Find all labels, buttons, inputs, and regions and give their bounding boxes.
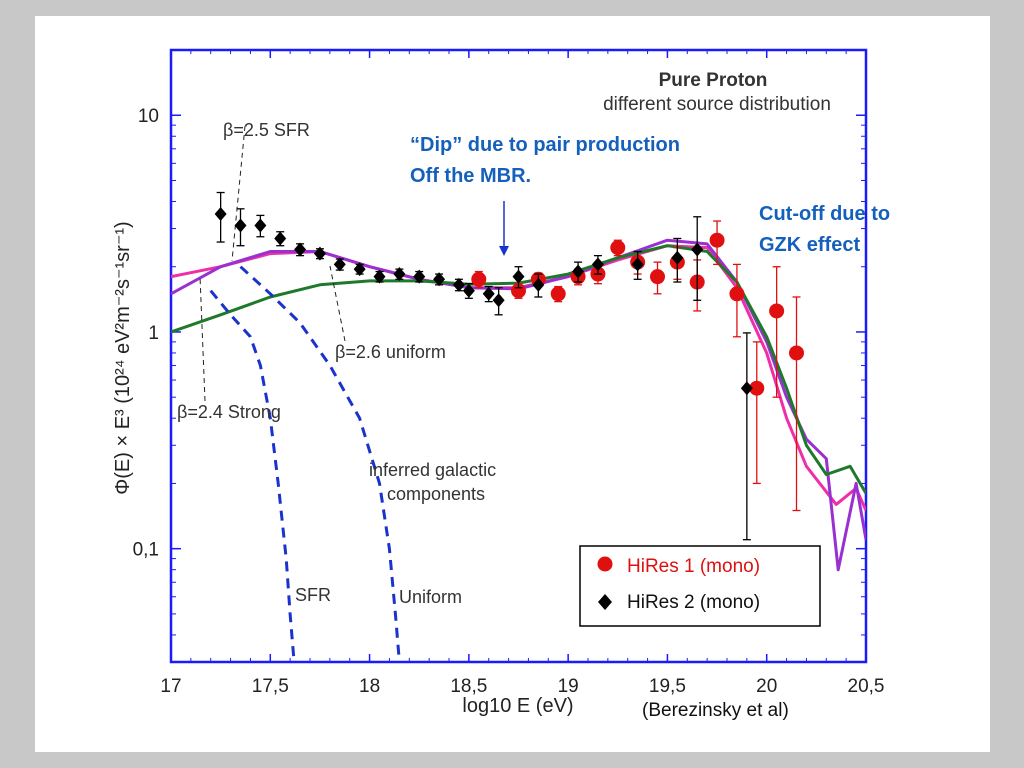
legend: HiRes 1 (mono) HiRes 2 (mono) <box>579 545 821 627</box>
gzk-note-line1: Cut-off due to <box>759 203 890 225</box>
dip-note-line1: “Dip” due to pair production <box>410 134 680 156</box>
hires1-point <box>471 271 487 287</box>
hires2-point <box>572 264 585 279</box>
label-beta-sfr: β=2.5 SFR <box>223 120 310 140</box>
hires2-point <box>691 242 704 257</box>
y-tick-label: 10 <box>138 106 159 127</box>
hires2-point <box>512 269 525 284</box>
legend-hires1-marker <box>597 556 613 572</box>
x-axis-label: log10 E (eV) <box>462 695 573 717</box>
legend-hires1-label: HiRes 1 (mono) <box>627 556 760 577</box>
y-tick-label: 1 <box>148 323 159 344</box>
legend-box <box>579 545 821 627</box>
hires2-point <box>294 242 307 257</box>
hires2-point <box>462 283 475 298</box>
hires2-point <box>373 269 386 284</box>
x-tick-label: 19,5 <box>649 676 686 697</box>
flux-chart: 17 17,5 18 18,5 19 19,5 20 20,5 0,1 1 10 Pure Pro… <box>112 48 890 721</box>
legend-hires2-marker <box>598 594 612 610</box>
hires2-point <box>234 218 247 233</box>
dip-note-line2: Off the MBR. <box>410 165 531 187</box>
label-guide <box>329 265 346 342</box>
x-tick-label: 20 <box>756 676 777 697</box>
hires1-point <box>769 303 785 319</box>
plot-frame <box>169 48 868 664</box>
hires1-point <box>729 286 745 302</box>
hires2-point <box>482 286 495 301</box>
x-tick-label: 20,5 <box>848 676 885 697</box>
label-beta-strong: β=2.4 Strong <box>177 402 281 422</box>
legend-hires2-label: HiRes 2 (mono) <box>627 592 760 613</box>
hires2-point <box>433 272 446 287</box>
hires1-point <box>650 269 665 285</box>
hires2-point <box>532 277 545 292</box>
hires1-point <box>789 345 804 361</box>
hires2-point <box>254 218 267 233</box>
data-points <box>214 191 804 541</box>
hires1-point <box>610 240 626 256</box>
dip-arrowhead <box>499 246 509 256</box>
hires2-point <box>452 277 465 292</box>
curve--2-6-uniform <box>171 238 866 572</box>
x-tick-label: 18 <box>359 676 380 697</box>
chart-title: Pure Proton <box>659 70 768 91</box>
hires1-point <box>550 286 566 302</box>
x-axis: 17 17,5 18 18,5 19 19,5 20 20,5 <box>160 50 884 697</box>
hires1-point <box>511 283 526 299</box>
hires2-point <box>393 267 406 282</box>
label-galactic-uniform: Uniform <box>399 587 462 607</box>
label-galactic-1: inferred galactic <box>369 460 496 480</box>
y-axis-label: Φ(E) × E³ (10²⁴ eV²m⁻²s⁻¹sr⁻¹) <box>112 221 134 494</box>
hires2-point <box>631 257 644 272</box>
x-tick-label: 18,5 <box>450 676 487 697</box>
hires1-point <box>749 380 765 396</box>
x-tick-label: 19 <box>558 676 579 697</box>
hires2-point <box>413 269 426 284</box>
label-galactic-sfr: SFR <box>295 585 331 605</box>
x-tick-label: 17,5 <box>252 676 289 697</box>
hires2-point <box>740 381 753 396</box>
hires2-point <box>214 207 227 222</box>
hires2-point <box>274 231 287 246</box>
label-guides <box>199 125 346 402</box>
curve-inferred-galactic-uniform <box>239 265 401 662</box>
hires1-point <box>709 232 725 248</box>
hires2-point <box>671 250 684 265</box>
hires2-point <box>353 262 366 277</box>
y-tick-label: 0,1 <box>133 540 159 561</box>
curve--2-4-strong <box>171 244 866 495</box>
label-beta-uniform: β=2.6 uniform <box>335 342 446 362</box>
y-axis: 0,1 1 10 <box>133 106 866 636</box>
gzk-note-line2: GZK effect <box>759 234 860 256</box>
x-tick-label: 17 <box>160 676 181 697</box>
chart-subtitle: different source distribution <box>603 94 831 115</box>
hires2-point <box>313 246 326 261</box>
label-guide <box>199 275 206 402</box>
label-guide <box>231 125 246 262</box>
curve-inferred-galactic-sfr <box>209 289 296 662</box>
label-galactic-2: components <box>387 484 485 504</box>
hires2-point <box>591 257 604 272</box>
slide: 17 17,5 18 18,5 19 19,5 20 20,5 0,1 1 10 Pure Pro… <box>35 16 990 752</box>
credit-text: (Berezinsky et al) <box>642 700 789 721</box>
hires2-point <box>333 257 346 272</box>
hires2-point <box>492 293 505 308</box>
